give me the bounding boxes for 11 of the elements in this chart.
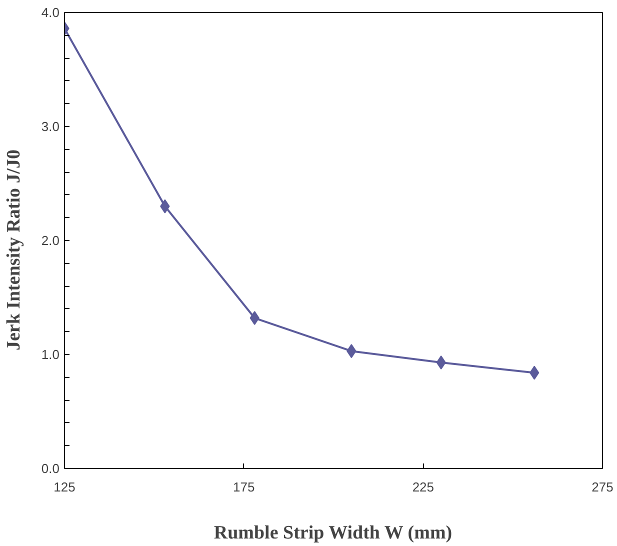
y-tick-label: 4.0 [41, 5, 60, 20]
x-tick-label: 125 [54, 480, 76, 494]
x-tick-label: 225 [412, 480, 434, 494]
y-tick-label: 3.0 [41, 119, 60, 134]
x-axis-title: Rumble Strip Width W (mm) [214, 522, 452, 544]
y-tick-label: 1.0 [41, 347, 60, 362]
y-axis-title: Jerk Intensity Ratio J/J0 [3, 149, 24, 351]
x-tick-label: 175 [232, 480, 255, 494]
y-tick-label: 0.0 [41, 461, 60, 476]
x-tick-label: 275 [592, 480, 614, 494]
y-tick-label: 2.0 [41, 233, 60, 248]
